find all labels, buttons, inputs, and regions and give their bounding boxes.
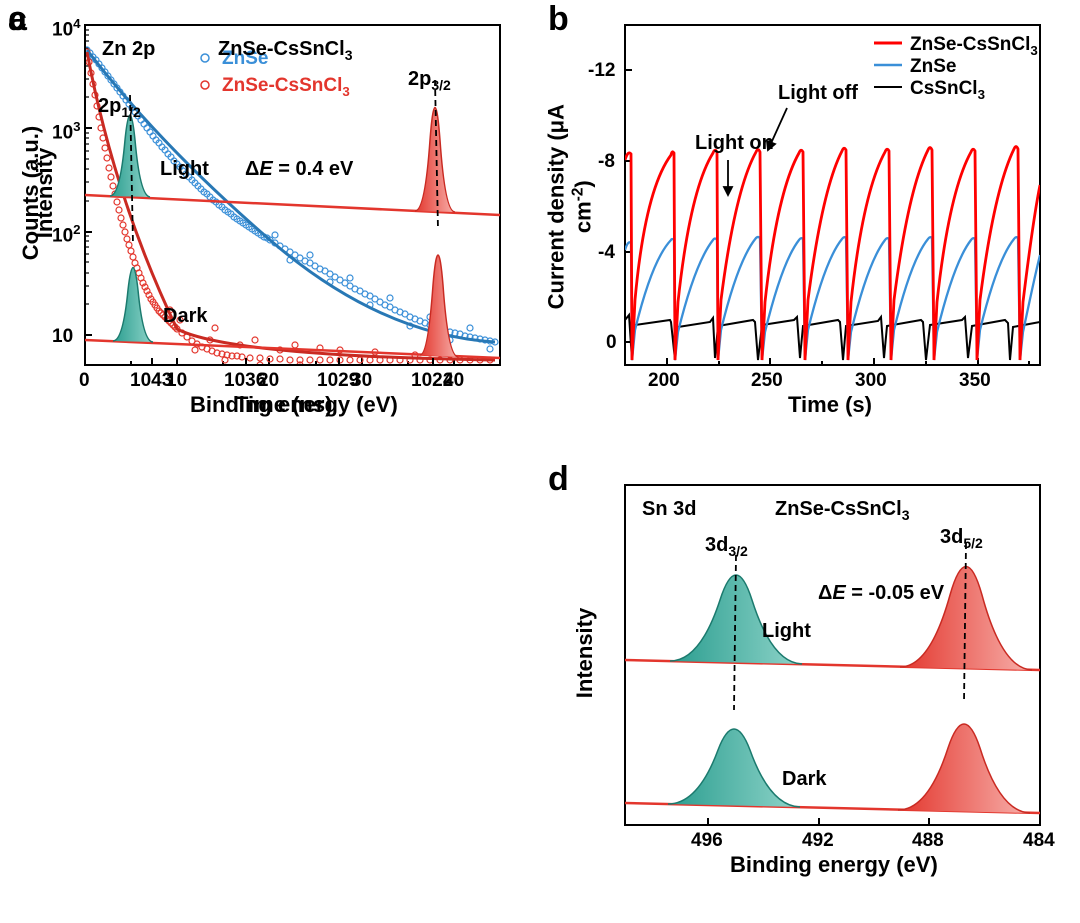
panel-c-ylabel: Intensity	[32, 143, 58, 243]
panel-b-xlabel: Time (s)	[788, 392, 872, 418]
panel-d-xlabel: Binding energy (eV)	[730, 852, 938, 878]
peak-3d32: 3d3/2	[705, 534, 748, 559]
panel-b: b 200 250 300 350	[540, 0, 1080, 460]
panel-d-title-right: ZnSe-CsSnCl3	[775, 498, 909, 523]
delta-e-c: ΔE = 0.4 eV	[245, 158, 353, 181]
legend-b-2: ZnSe	[910, 56, 956, 78]
panel-c-title-right: ZnSe-CsSnCl3	[218, 38, 352, 63]
delta-e-d: ΔE = -0.05 eV	[818, 582, 944, 605]
peak-3d52: 3d5/2	[940, 526, 983, 551]
panel-c-label: c	[8, 0, 27, 39]
panel-c-title-left: Zn 2p	[102, 38, 155, 61]
panel-d-label: d	[548, 460, 569, 499]
peak-2p12: 2p1/2	[98, 95, 141, 120]
panel-d: d 496 492 488 484 Binding energy (eV) In…	[540, 460, 1080, 923]
panel-b-ylabel: Current density (μA cm-2)	[543, 87, 596, 327]
panel-b-label: b	[548, 0, 569, 39]
panel-c: c 1043 1036 1029 1	[0, 0, 540, 463]
light-label-d: Light	[762, 620, 811, 643]
light-label-c: Light	[160, 158, 209, 181]
panel-d-ylabel: Intensity	[572, 603, 598, 703]
peak-2p32: 2p3/2	[408, 68, 451, 93]
panel-b-chart	[540, 0, 1080, 460]
dark-label-c: Dark	[163, 305, 207, 328]
dark-label-d: Dark	[782, 768, 826, 791]
legend-b-3: CsSnCl3	[910, 78, 985, 102]
panel-d-title-left: Sn 3d	[642, 498, 696, 521]
light-on-label: Light on	[695, 132, 774, 155]
panel-c-xlabel: Binding energy (eV)	[190, 392, 398, 418]
light-off-label: Light off	[778, 82, 858, 105]
legend-b-1: ZnSe-CsSnCl3	[910, 34, 1038, 58]
